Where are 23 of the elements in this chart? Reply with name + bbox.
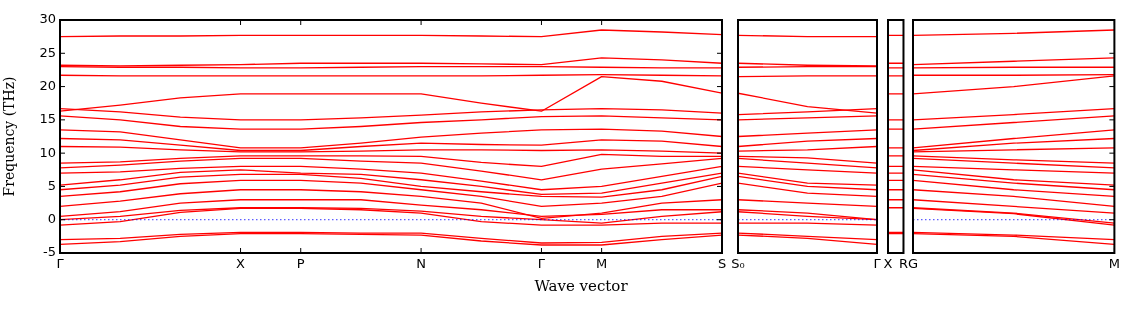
y-tick-label: 5	[47, 177, 56, 193]
x-tick-label: X	[236, 256, 246, 272]
x-tick-label: Γ	[56, 256, 65, 272]
y-tick-label: 15	[39, 111, 56, 127]
x-axis-title: Wave vector	[533, 277, 629, 295]
x-tick-label: G	[907, 256, 919, 272]
y-tick-label: -5	[43, 244, 56, 260]
x-tick-label: S₀	[731, 256, 745, 272]
y-tick-label: 25	[39, 44, 56, 60]
y-tick-label: 10	[39, 144, 56, 160]
x-tick-label: R	[898, 256, 909, 272]
x-tick-label: N	[416, 256, 426, 272]
x-tick-label: X	[883, 256, 893, 272]
x-tick-label: S	[717, 256, 727, 272]
x-tick-label: P	[296, 256, 305, 272]
x-tick-label: M	[1108, 256, 1120, 272]
y-axis-title: Frequency (THz)	[1, 76, 18, 197]
x-tick-label: M	[596, 256, 608, 272]
y-tick-label: 30	[39, 11, 56, 27]
x-tick-label: Γ	[873, 256, 882, 272]
y-tick-label: 0	[47, 211, 56, 227]
y-tick-label: 20	[39, 77, 56, 93]
x-tick-label: Γ	[537, 256, 546, 272]
